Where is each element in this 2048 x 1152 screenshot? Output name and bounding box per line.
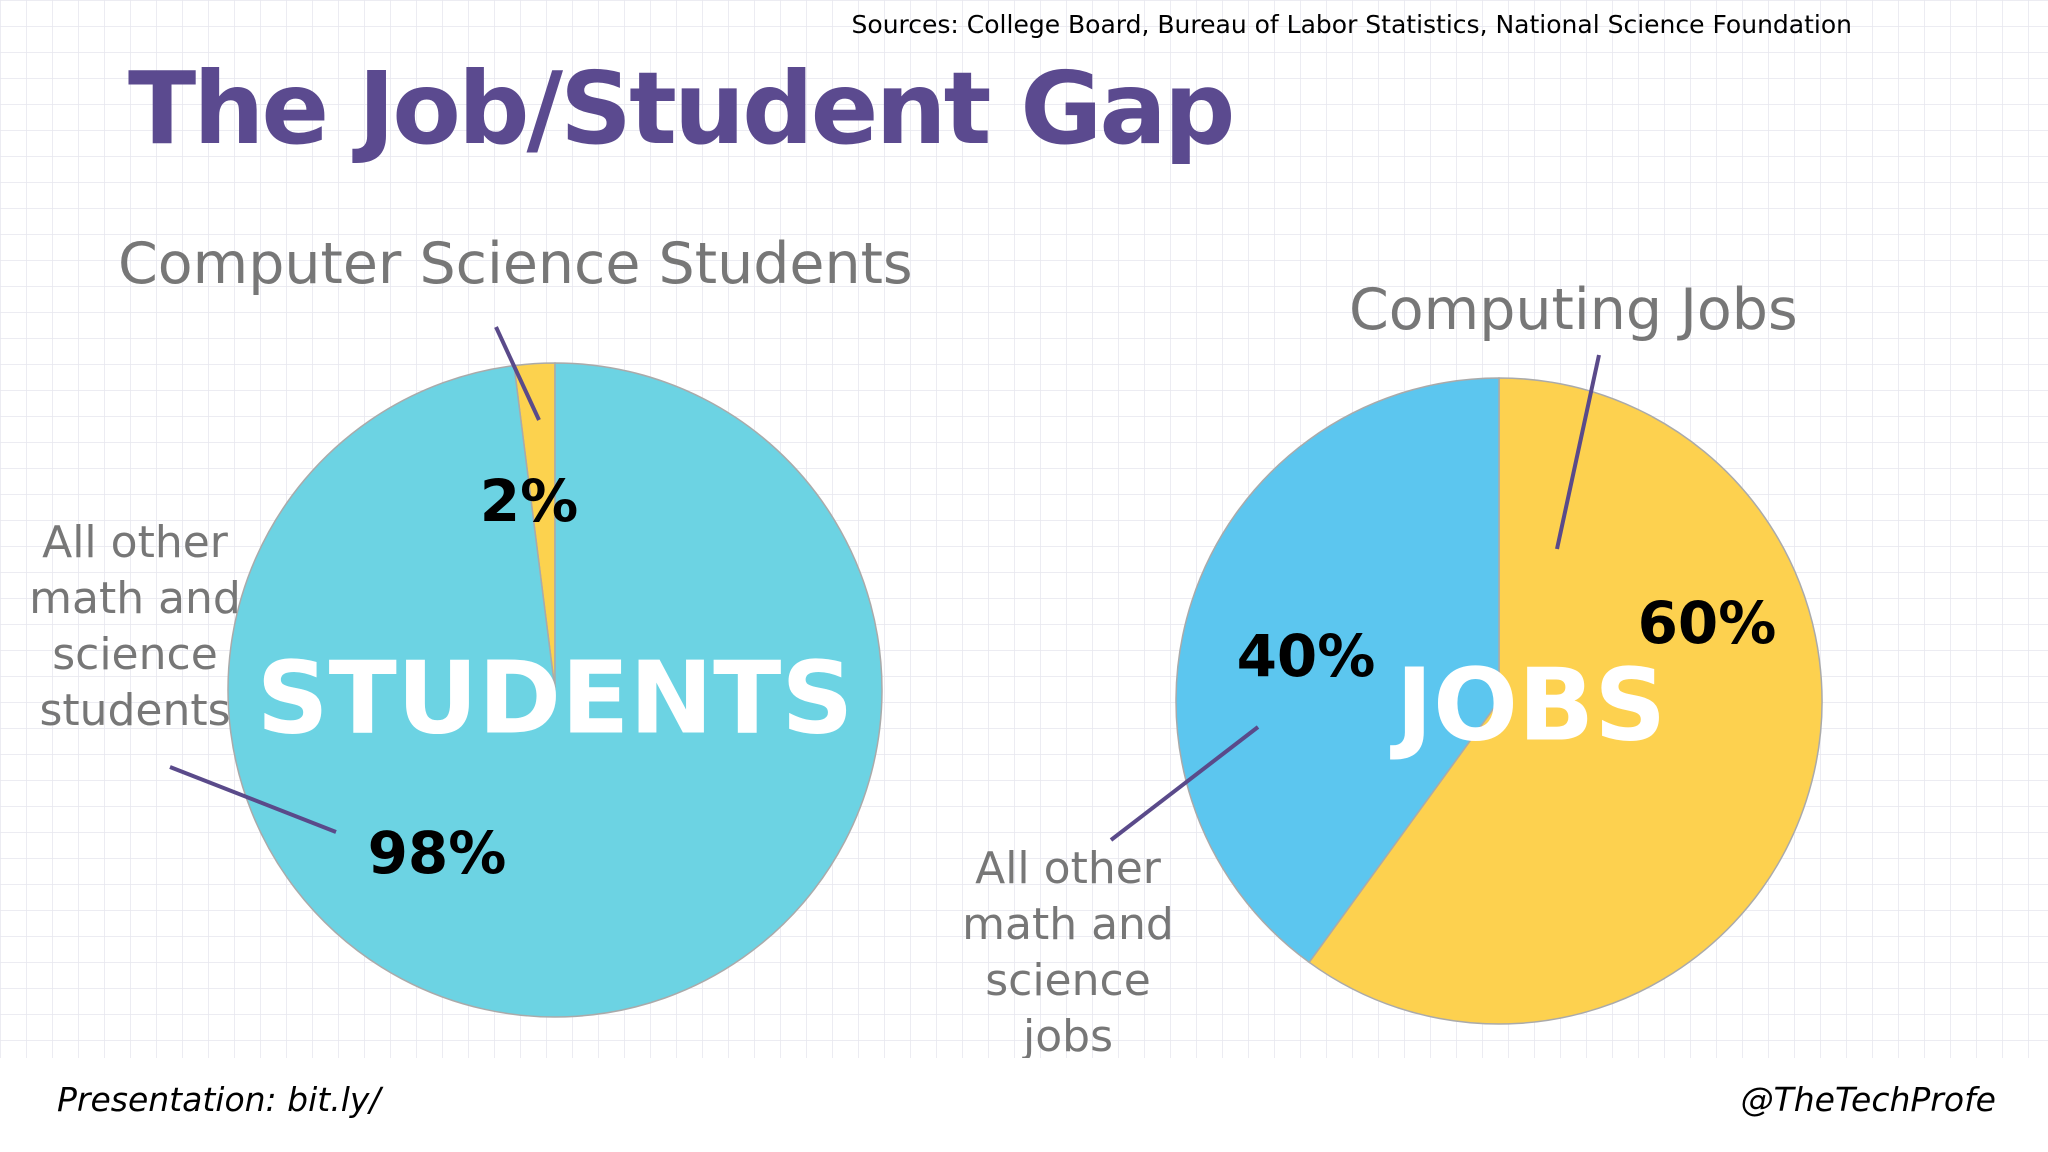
sources: Sources: College Board, Bureau of Labor … bbox=[851, 10, 1852, 39]
value-label: 98% bbox=[368, 819, 507, 887]
category-label: Computing Jobs bbox=[1349, 277, 1798, 343]
callout-line bbox=[169, 765, 337, 834]
callout-line bbox=[1555, 354, 1601, 550]
value-label: 40% bbox=[1237, 622, 1376, 690]
category-label: Computer Science Students bbox=[118, 231, 913, 297]
pie-slice bbox=[1308, 377, 1823, 1025]
category-label: All other math and science students bbox=[29, 517, 241, 736]
footer: Presentation: bit.ly/ @TheTechProfe bbox=[0, 1058, 2048, 1152]
callout-line bbox=[494, 326, 541, 421]
pie-slice bbox=[1175, 377, 1500, 964]
footer-left: Presentation: bit.ly/ bbox=[57, 1080, 381, 1119]
category-label: All other math and science jobs bbox=[962, 843, 1174, 1062]
value-label: 60% bbox=[1638, 589, 1777, 657]
callouts bbox=[169, 326, 1601, 842]
pie-slice bbox=[227, 362, 883, 1018]
footer-right: @TheTechProfe bbox=[1740, 1080, 1996, 1119]
slide-title: The Job/Student Gap bbox=[128, 50, 1235, 167]
callout-line bbox=[1109, 725, 1260, 842]
center-label: JOBS bbox=[1390, 646, 1666, 763]
center-label: STUDENTS bbox=[257, 639, 854, 756]
value-label: 2% bbox=[480, 467, 578, 535]
